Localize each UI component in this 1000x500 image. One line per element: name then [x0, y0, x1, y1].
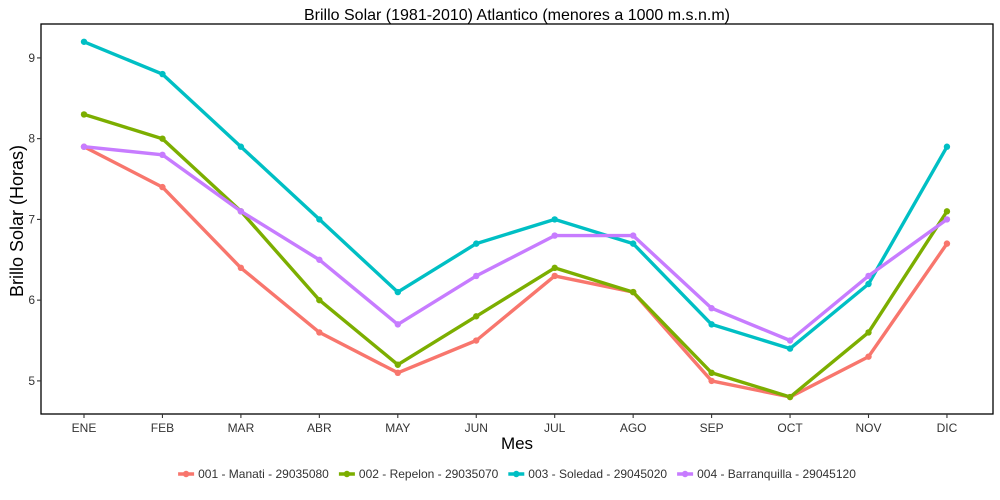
legend-item: 001 - Manati - 29035080	[178, 467, 329, 481]
series-line	[82, 144, 949, 343]
data-point	[551, 272, 558, 280]
legend-key-point	[343, 470, 351, 478]
data-point	[865, 280, 872, 288]
x-axis: ENE FEB MAR ABR MAY JUN JUL AGO SEP OCT NOV DIC	[72, 414, 958, 435]
data-point	[551, 232, 558, 239]
legend-key	[677, 470, 694, 478]
x-tick-label: SEP	[700, 421, 724, 435]
legend-key	[338, 470, 355, 478]
y-axis: 5 6 7 8 9	[28, 51, 41, 388]
data-point	[629, 288, 637, 296]
data-point	[316, 329, 323, 336]
data-point	[473, 313, 480, 320]
data-point	[865, 272, 872, 280]
data-point	[80, 143, 88, 150]
data-point	[473, 337, 480, 344]
data-point	[80, 38, 88, 45]
legend-key-point	[513, 470, 520, 478]
series-3	[80, 38, 951, 352]
y-tick-label: 7	[28, 212, 35, 226]
legend-item: 003 - Soledad - 29045020	[508, 467, 667, 481]
data-point	[943, 143, 951, 150]
data-point	[943, 216, 951, 223]
data-point	[473, 240, 480, 247]
data-point	[316, 296, 323, 304]
legend-label: 004 - Barranquilla - 29045120	[697, 467, 856, 481]
data-point	[786, 393, 794, 401]
data-point	[551, 264, 558, 272]
data-point	[237, 264, 245, 272]
data-point	[865, 353, 872, 360]
data-point	[865, 329, 872, 336]
series-line	[82, 144, 949, 399]
x-tick-label: DIC	[937, 421, 958, 435]
series-2	[80, 111, 951, 401]
x-tick-label: ENE	[72, 421, 97, 435]
data-point	[708, 377, 715, 385]
x-axis-title: Mes	[501, 434, 533, 453]
legend-item: 004 - Barranquilla - 29045120	[677, 467, 856, 481]
data-point	[473, 272, 480, 280]
legend-label: 003 - Soledad - 29045020	[528, 467, 667, 481]
data-point	[629, 232, 637, 239]
legend-key	[178, 470, 195, 478]
chart-title: Brillo Solar (1981-2010) Atlantico (meno…	[304, 7, 730, 24]
data-point	[159, 151, 166, 159]
data-point	[159, 183, 166, 191]
data-point	[237, 143, 245, 150]
data-point	[629, 240, 637, 247]
legend-item: 002 - Repelon - 29035070	[338, 467, 499, 481]
data-point	[394, 369, 401, 377]
legend-label: 001 - Manati - 29035080	[198, 467, 329, 481]
data-point	[237, 208, 245, 215]
data-point	[943, 208, 951, 215]
data-point	[316, 216, 323, 223]
data-point	[943, 240, 951, 247]
y-tick-label: 9	[28, 51, 35, 65]
y-axis-title: Brillo Solar (Horas)	[7, 145, 27, 297]
data-point	[551, 216, 558, 223]
y-tick-label: 8	[28, 132, 35, 146]
data-point	[708, 369, 715, 377]
legend: 001 - Manati - 29035080 002 - Repelon - 2…	[178, 467, 856, 481]
x-tick-label: JUN	[465, 421, 488, 435]
series-layer	[80, 38, 951, 401]
legend-label: 002 - Repelon - 29035070	[359, 467, 499, 481]
x-tick-label: ABR	[307, 421, 332, 435]
series-4	[80, 143, 951, 344]
data-point	[786, 337, 794, 344]
data-point	[159, 135, 166, 142]
data-point	[708, 321, 715, 328]
legend-key	[508, 470, 525, 478]
data-point	[786, 345, 794, 352]
data-point	[394, 288, 401, 296]
legend-key-point	[681, 470, 689, 478]
data-point	[394, 361, 401, 368]
y-tick-label: 5	[28, 374, 35, 388]
x-tick-label: AGO	[620, 421, 647, 435]
x-tick-label: NOV	[855, 421, 881, 435]
data-point	[159, 70, 166, 78]
data-point	[316, 256, 323, 263]
data-point	[394, 321, 401, 328]
x-tick-label: MAY	[385, 421, 410, 435]
data-point	[708, 305, 715, 312]
x-tick-label: MAR	[228, 421, 255, 435]
x-tick-label: FEB	[151, 421, 174, 435]
y-tick-label: 6	[28, 293, 35, 307]
x-tick-label: JUL	[544, 421, 566, 435]
series-line	[82, 112, 949, 399]
plot-panel	[40, 23, 994, 415]
legend-key-point	[182, 470, 190, 478]
data-point	[80, 111, 88, 118]
series-line	[82, 40, 949, 351]
x-tick-label: OCT	[777, 421, 803, 435]
